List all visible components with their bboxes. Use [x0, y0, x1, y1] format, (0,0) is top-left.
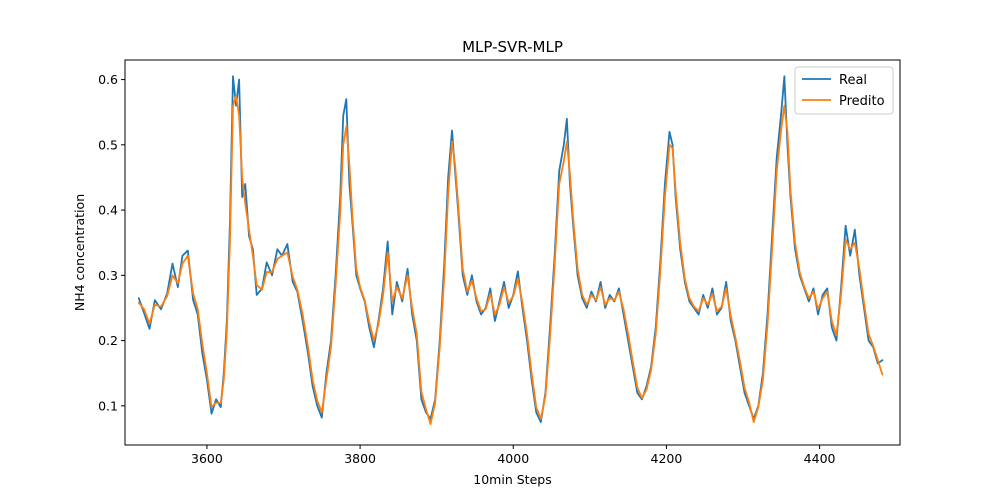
chart-title: MLP-SVR-MLP — [462, 38, 563, 56]
y-tick-label: 0.3 — [98, 268, 118, 283]
legend: Real Predito — [794, 66, 894, 115]
y-tick-label: 0.2 — [98, 333, 118, 348]
legend-label-real: Real — [839, 73, 867, 88]
y-axis-label: NH4 concentration — [72, 194, 87, 311]
x-tick-label: 4400 — [804, 451, 836, 466]
x-axis-label: 10min Steps — [473, 472, 551, 487]
y-axis-ticks: 0.1 0.2 0.3 0.4 0.5 0.6 — [98, 72, 125, 413]
y-tick-label: 0.6 — [98, 72, 118, 87]
series-layer — [137, 75, 884, 426]
x-tick-label: 4200 — [651, 451, 683, 466]
series-line-predito — [137, 94, 884, 426]
y-tick-label: 0.1 — [98, 398, 118, 413]
legend-label-predito: Predito — [839, 94, 885, 109]
plot-area — [125, 60, 900, 445]
y-tick-label: 0.4 — [98, 203, 118, 218]
x-axis-ticks: 3600 3800 4000 4200 4400 — [191, 445, 836, 466]
x-tick-label: 4000 — [497, 451, 529, 466]
y-tick-label: 0.5 — [98, 137, 118, 152]
plot-frame — [124, 59, 901, 446]
x-tick-label: 3600 — [191, 451, 223, 466]
x-tick-label: 3800 — [344, 451, 376, 466]
